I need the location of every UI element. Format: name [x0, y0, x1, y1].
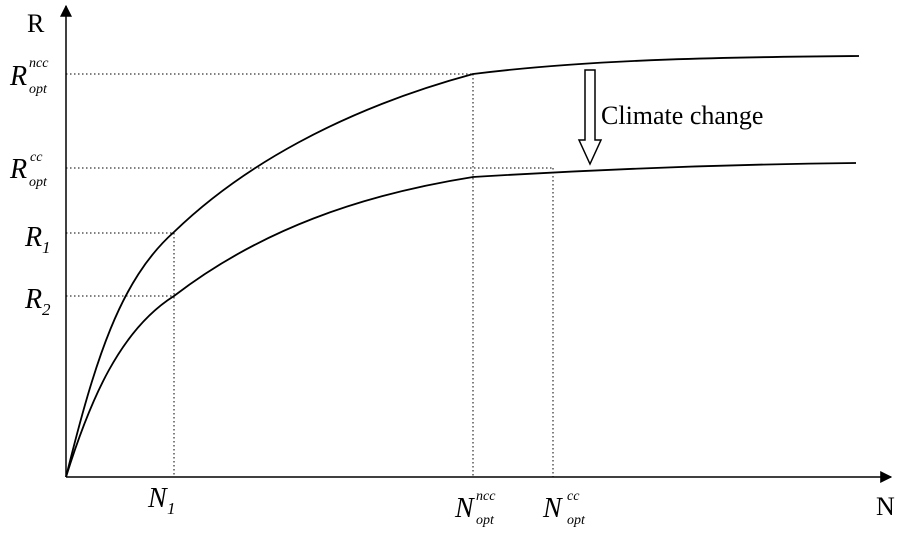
- x-axis-label: N: [876, 492, 895, 521]
- svg-text:R: R: [24, 284, 42, 315]
- upper-curve: [65, 55, 860, 478]
- r-opt-cc-label: R cc opt: [9, 150, 48, 190]
- svg-text:cc: cc: [567, 489, 580, 504]
- r-opt-ncc-label: R ncc opt: [9, 56, 49, 97]
- svg-text:opt: opt: [29, 82, 48, 97]
- svg-text:ncc: ncc: [29, 56, 49, 71]
- svg-text:ncc: ncc: [476, 489, 496, 504]
- svg-text:R: R: [9, 61, 27, 92]
- svg-text:2: 2: [42, 300, 51, 319]
- y-axis-label: R: [27, 9, 45, 38]
- climate-change-arrow-icon: [577, 69, 603, 166]
- svg-text:opt: opt: [29, 175, 48, 190]
- n1-label: N 1: [147, 483, 176, 518]
- svg-text:1: 1: [42, 238, 51, 257]
- svg-text:cc: cc: [30, 150, 43, 165]
- svg-text:R: R: [24, 222, 42, 253]
- svg-text:N: N: [147, 483, 168, 514]
- r2-label: R 2: [24, 284, 51, 319]
- svg-text:opt: opt: [476, 513, 495, 528]
- svg-text:opt: opt: [567, 513, 586, 528]
- r1-label: R 1: [24, 222, 51, 257]
- svg-text:N: N: [454, 493, 475, 524]
- svg-text:N: N: [542, 493, 563, 524]
- lower-curve: [65, 162, 857, 478]
- climate-change-label: Climate change: [601, 101, 763, 130]
- n-opt-ncc-label: N ncc opt: [454, 489, 496, 528]
- svg-text:1: 1: [167, 499, 176, 518]
- svg-text:R: R: [9, 154, 27, 185]
- n-opt-cc-label: N cc opt: [542, 489, 586, 528]
